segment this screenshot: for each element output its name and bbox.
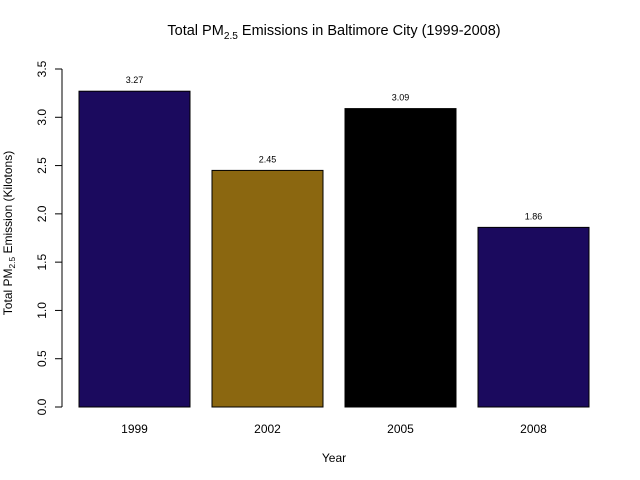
- bar: [211, 169, 324, 408]
- bar-data-label: 1.86: [525, 211, 543, 221]
- bar: [344, 108, 457, 408]
- chart-title: Total PM2.5 Emissions in Baltimore City …: [167, 23, 500, 42]
- y-tick-label: 1.5: [35, 253, 49, 270]
- chart-title-subscript: 2.5: [224, 31, 238, 42]
- y-axis-label-prefix: Total PM: [1, 269, 15, 316]
- bar: [477, 226, 590, 408]
- y-axis-label: Total PM2.5 Emission (Kilotons): [1, 151, 17, 315]
- data-labels-group: 3.27 2.45 3.09 1.86: [126, 75, 543, 221]
- x-tick-label: 2002: [254, 422, 281, 436]
- bar: [78, 90, 191, 408]
- y-ticks-group: 0.0 0.5 1.0 1.5 2.0 2.5 3.0 3.5: [35, 60, 62, 415]
- bar-data-label: 3.27: [126, 75, 144, 85]
- y-tick-label: 2.5: [35, 157, 49, 174]
- x-axis-label: Year: [322, 451, 346, 465]
- y-axis-label-suffix: Emission (Kilotons): [1, 151, 15, 257]
- bar-data-label: 3.09: [392, 93, 410, 103]
- chart-title-prefix: Total PM: [167, 23, 223, 39]
- y-axis-label-subscript: 2.5: [7, 257, 17, 269]
- x-tick-label: 2005: [387, 422, 414, 436]
- y-tick-label: 0.5: [35, 350, 49, 367]
- x-tick-label: 1999: [121, 422, 148, 436]
- y-tick-label: 0.0: [35, 398, 49, 415]
- y-tick-label: 3.5: [35, 60, 49, 77]
- y-tick-label: 2.0: [35, 205, 49, 222]
- x-tick-label: 2008: [520, 422, 547, 436]
- chart-title-suffix: Emissions in Baltimore City (1999-2008): [238, 23, 501, 39]
- bars-group: [78, 90, 590, 408]
- y-tick-label: 3.0: [35, 109, 49, 126]
- y-tick-label: 1.0: [35, 302, 49, 319]
- bar-data-label: 2.45: [259, 154, 277, 164]
- x-ticks-group: 1999 2002 2005 2008: [121, 422, 547, 436]
